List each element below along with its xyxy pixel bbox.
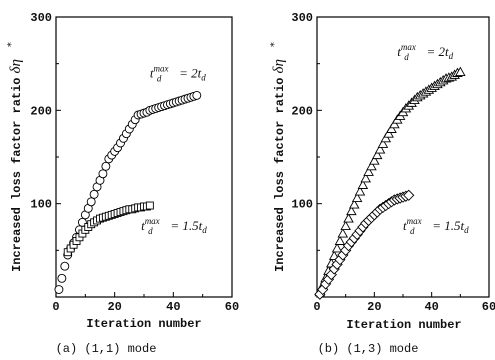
data-point-triangle	[383, 128, 394, 138]
y-axis-symbol: δη	[271, 59, 287, 73]
annotation-label: tmax d = 1.5td	[403, 216, 469, 236]
data-point-triangle	[455, 66, 466, 77]
svg-text:Increased loss factor ratio δη: Increased loss factor ratio δη *	[6, 42, 24, 272]
x-tick-label: 40	[424, 300, 438, 314]
annotation-sub: d	[157, 74, 162, 84]
data-point-triangle	[354, 186, 366, 196]
annotation-sub: d	[404, 52, 409, 62]
y-axis-label-text: Increased loss factor ratio	[273, 77, 287, 271]
data-point-triangle	[389, 118, 400, 129]
data-point-triangle	[346, 205, 357, 216]
data-point-triangle	[360, 173, 372, 183]
annotation-base: t	[397, 44, 401, 59]
data-point-square	[145, 201, 154, 210]
data-point-triangle	[348, 199, 360, 209]
svg-text:Increased loss factor ratio δη: Increased loss factor ratio δη *	[269, 42, 287, 272]
y-axis-symbol: δη	[8, 59, 24, 73]
y-tick-label: 300	[30, 11, 52, 25]
data-point-triangle	[334, 235, 346, 245]
annotation-text: tmax d = 1.5td	[141, 216, 207, 236]
panel-caption: (b) (1,3) mode	[318, 342, 419, 356]
annotation-label: tmax d = 2td	[150, 64, 206, 84]
tick-marks: 0 20 40 60 100 200 300	[30, 11, 239, 314]
y-tick-label: 100	[291, 198, 313, 212]
data-point-triangle	[386, 123, 397, 133]
x-tick-label: 60	[225, 300, 239, 314]
y-tick-label: 200	[291, 104, 313, 118]
x-axis-label: Iteration number	[86, 317, 201, 331]
y-axis-label-text: Increased loss factor ratio	[10, 77, 24, 271]
data-point-triangle	[363, 166, 374, 176]
x-tick-label: 20	[367, 300, 381, 314]
x-tick-label: 0	[313, 300, 320, 314]
data-point-triangle	[366, 160, 377, 171]
annotation-sub: d	[148, 226, 153, 236]
x-axis-label: Iteration number	[346, 318, 461, 332]
annotation-sup: max	[145, 216, 160, 226]
annotation-rhs: = 1.5t	[167, 218, 203, 233]
y-tick-label: 100	[30, 198, 52, 212]
annotation-text: tmax d = 1.5td	[403, 216, 469, 236]
data-point-circle	[101, 161, 111, 171]
annotation-sup: max	[407, 216, 422, 226]
plot-frame	[55, 16, 233, 298]
data-point-triangle	[369, 155, 380, 165]
annotation-rhs: = 2t	[176, 66, 202, 81]
annotation-sub: d	[410, 226, 415, 236]
annotation-base: t	[403, 218, 407, 233]
annotation-rhs: = 1.5t	[429, 218, 465, 233]
data-point-triangle	[380, 132, 392, 143]
annotation-label: tmax d = 1.5td	[141, 216, 207, 236]
data-point-circle	[98, 169, 108, 179]
x-tick-label: 0	[52, 300, 59, 314]
data-marks	[54, 90, 202, 294]
y-tick-label: 300	[291, 11, 313, 25]
y-axis-label: Increased loss factor ratio δη *	[6, 42, 24, 272]
data-point-triangle	[337, 228, 349, 238]
annotation-sup: max	[401, 42, 416, 52]
x-tick-label: 40	[166, 300, 180, 314]
data-point-circle	[60, 261, 70, 271]
data-point-circle	[86, 197, 96, 207]
x-tick-label: 20	[107, 300, 121, 314]
data-point-triangle	[351, 192, 363, 203]
data-point-diamond	[403, 189, 415, 201]
y-tick-label: 200	[30, 104, 52, 118]
data-point-triangle	[328, 250, 340, 260]
annotation-rhs-sub: d	[202, 225, 207, 235]
y-axis-mark: *	[269, 42, 280, 47]
data-point-triangle	[343, 213, 354, 223]
annotation-rhs-sub: d	[449, 51, 454, 61]
x-tick-label: 60	[482, 300, 495, 314]
y-axis-label: Increased loss factor ratio δη *	[269, 42, 287, 272]
data-point-circle	[57, 273, 67, 283]
data-point-triangle	[331, 243, 343, 253]
data-point-triangle	[357, 179, 369, 189]
y-axis-mark: *	[6, 42, 17, 47]
data-point-triangle	[371, 149, 383, 160]
data-point-triangle	[377, 138, 389, 148]
data-marks	[314, 66, 466, 300]
annotation-text: tmax d = 2td	[150, 64, 206, 84]
annotation-base: t	[141, 218, 145, 233]
data-point-triangle	[340, 220, 351, 231]
tick-marks: 0 20 40 60 100 200 300	[291, 11, 495, 314]
panel-caption: (a) (1,1) mode	[56, 342, 157, 356]
data-point-circle	[54, 285, 64, 294]
annotation-rhs-sub: d	[464, 225, 469, 235]
data-point-circle	[192, 90, 202, 100]
annotation-label: tmax d = 2td	[397, 42, 453, 62]
data-point-triangle	[374, 144, 386, 154]
annotation-rhs: = 2t	[423, 44, 449, 59]
annotation-rhs-sub: d	[201, 73, 206, 83]
data-point-circle	[89, 189, 99, 199]
annotation-base: t	[150, 66, 154, 81]
annotation-text: tmax d = 2td	[397, 42, 453, 62]
annotation-sup: max	[153, 64, 168, 74]
